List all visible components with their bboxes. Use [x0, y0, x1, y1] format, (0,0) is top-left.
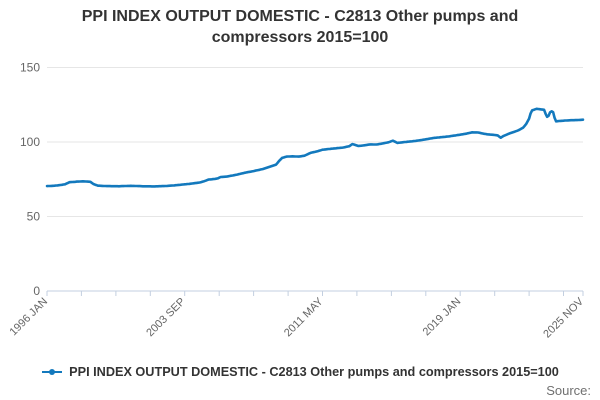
y-axis-label: 0: [33, 284, 40, 298]
legend-label: PPI INDEX OUTPUT DOMESTIC - C2813 Other …: [69, 365, 559, 379]
x-axis-label: 2011 MAY: [282, 295, 326, 339]
x-axis-label: 2025 NOV: [541, 295, 586, 340]
series-marker-icon: [42, 369, 63, 375]
x-axis-label: 2003 SEP: [144, 296, 188, 340]
x-axis-label: 2019 JAN: [421, 296, 464, 339]
series-line[interactable]: [45, 107, 585, 188]
source-label: Source:: [546, 383, 591, 398]
y-axis-label: 150: [20, 61, 40, 75]
legend-item[interactable]: PPI INDEX OUTPUT DOMESTIC - C2813 Other …: [0, 363, 600, 381]
y-axis-label: 50: [27, 210, 41, 224]
chart-title: PPI INDEX OUTPUT DOMESTIC - C2813 Other …: [81, 8, 519, 47]
x-axis-label: 1996 JAN: [7, 296, 50, 339]
y-axis-label: 100: [20, 135, 40, 149]
